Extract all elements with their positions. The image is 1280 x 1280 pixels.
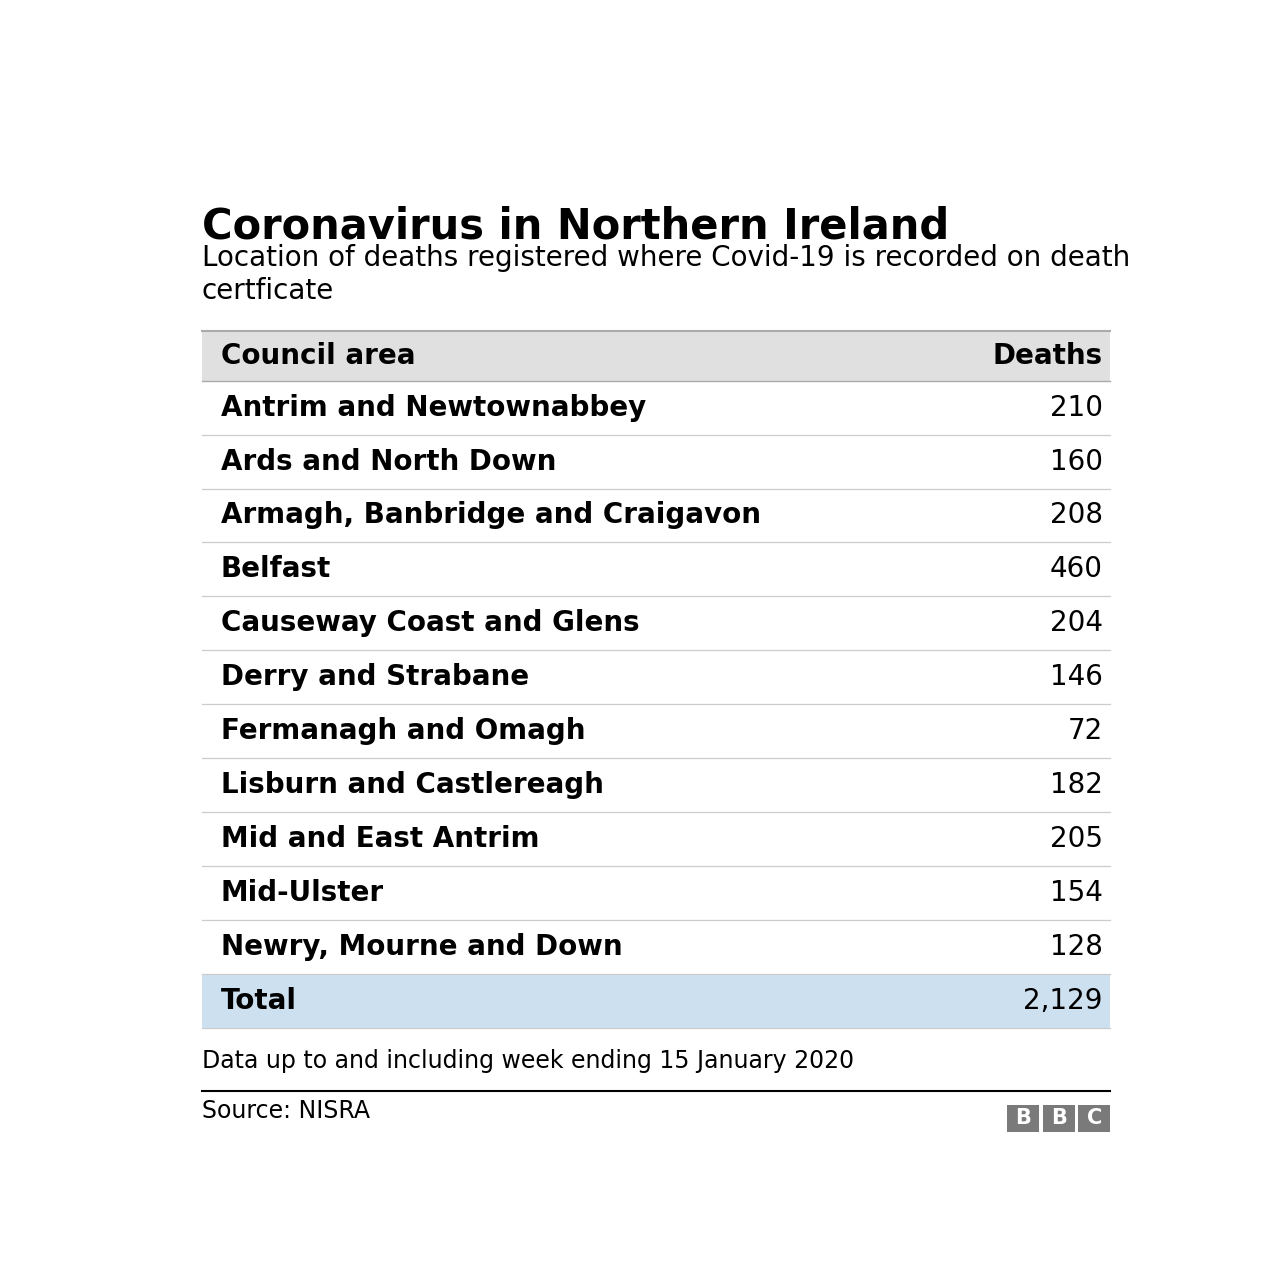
- Text: 154: 154: [1050, 879, 1102, 906]
- Bar: [202, 812, 1110, 865]
- Text: 2,129: 2,129: [1023, 987, 1102, 1015]
- Text: Ards and North Down: Ards and North Down: [221, 448, 557, 476]
- Bar: [202, 974, 1110, 1028]
- Text: Data up to and including week ending 15 January 2020: Data up to and including week ending 15 …: [202, 1050, 854, 1073]
- Bar: [202, 920, 1110, 974]
- Bar: [202, 489, 1110, 543]
- Bar: [202, 758, 1110, 812]
- Text: Total: Total: [221, 987, 297, 1015]
- Text: Fermanagh and Omagh: Fermanagh and Omagh: [221, 717, 585, 745]
- Bar: [202, 650, 1110, 704]
- Text: B: B: [1015, 1108, 1032, 1129]
- Text: 208: 208: [1050, 502, 1102, 530]
- Text: Antrim and Newtownabbey: Antrim and Newtownabbey: [221, 394, 646, 421]
- Text: 210: 210: [1050, 394, 1102, 421]
- Text: Causeway Coast and Glens: Causeway Coast and Glens: [221, 609, 640, 637]
- Bar: [202, 865, 1110, 920]
- Bar: [202, 435, 1110, 489]
- Text: Belfast: Belfast: [221, 556, 332, 584]
- Bar: [202, 543, 1110, 596]
- Text: Council area: Council area: [221, 342, 416, 370]
- Text: 160: 160: [1050, 448, 1102, 476]
- Bar: [202, 330, 1110, 380]
- Text: Mid and East Antrim: Mid and East Antrim: [221, 824, 539, 852]
- Text: Derry and Strabane: Derry and Strabane: [221, 663, 529, 691]
- Text: 204: 204: [1050, 609, 1102, 637]
- Text: Lisburn and Castlereagh: Lisburn and Castlereagh: [221, 771, 604, 799]
- Text: 72: 72: [1068, 717, 1102, 745]
- Bar: [202, 704, 1110, 758]
- Text: 205: 205: [1050, 824, 1102, 852]
- Text: Location of deaths registered where Covid-19 is recorded on death
certficate: Location of deaths registered where Covi…: [202, 244, 1130, 305]
- Bar: [202, 596, 1110, 650]
- Text: Newry, Mourne and Down: Newry, Mourne and Down: [221, 933, 622, 961]
- Bar: [1042, 1106, 1075, 1132]
- Text: Mid-Ulster: Mid-Ulster: [221, 879, 384, 906]
- Text: Armagh, Banbridge and Craigavon: Armagh, Banbridge and Craigavon: [221, 502, 760, 530]
- Text: Coronavirus in Northern Ireland: Coronavirus in Northern Ireland: [202, 206, 948, 248]
- Bar: [202, 380, 1110, 435]
- Text: 182: 182: [1050, 771, 1102, 799]
- Text: Source: NISRA: Source: NISRA: [202, 1100, 370, 1123]
- Text: 460: 460: [1050, 556, 1102, 584]
- Text: C: C: [1087, 1108, 1102, 1129]
- Text: 128: 128: [1050, 933, 1102, 961]
- Text: Deaths: Deaths: [992, 342, 1102, 370]
- Bar: [1007, 1106, 1039, 1132]
- Text: B: B: [1051, 1108, 1066, 1129]
- Bar: [1078, 1106, 1110, 1132]
- Text: 146: 146: [1050, 663, 1102, 691]
